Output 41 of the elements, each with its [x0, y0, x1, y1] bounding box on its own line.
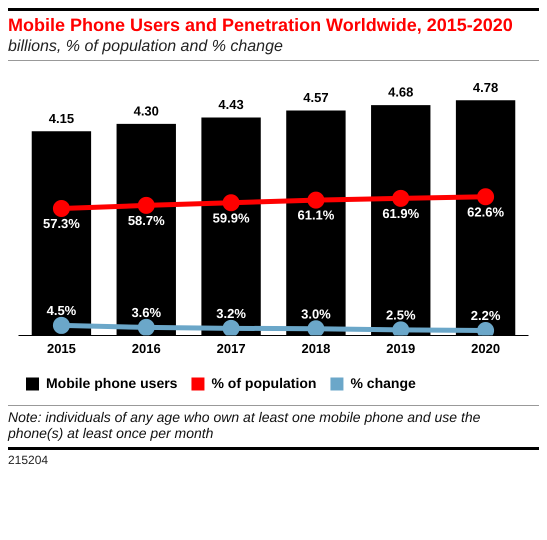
point	[392, 190, 410, 207]
x-tick-label: 2018	[301, 340, 330, 356]
point	[52, 200, 70, 218]
x-tick-label: 2020	[471, 340, 500, 356]
point	[52, 316, 70, 334]
legend-label: % change	[350, 374, 416, 391]
data-label: 61.9%	[382, 206, 420, 221]
data-label: 3.0%	[301, 306, 332, 322]
data-label: 57.3%	[42, 216, 80, 232]
chart-title: Mobile Phone Users and Penetration Worldwide, 2015-2020	[8, 15, 514, 36]
data-label: 3.6%	[131, 305, 162, 320]
data-label: 59.9%	[212, 210, 250, 226]
x-tick-label: 2015	[46, 340, 76, 356]
point	[222, 194, 240, 212]
text: Note: individuals of any age who own at least one mobile phone and use the phone(s) at least once per month	[8, 405, 539, 441]
data-label: 3.2%	[216, 306, 246, 321]
point	[222, 320, 240, 336]
point	[138, 196, 155, 214]
data-label: 4.68	[388, 84, 414, 100]
text: 215204	[8, 447, 539, 467]
data-label: 4.5%	[46, 303, 77, 318]
data-label: 2.2%	[470, 308, 501, 324]
point	[477, 188, 494, 206]
data-label: 2.5%	[386, 307, 416, 322]
x-tick-label: 2016	[132, 340, 161, 356]
data-label: 4.30	[134, 103, 159, 118]
data-label: 58.7%	[128, 212, 166, 228]
point	[307, 192, 324, 209]
data-label: 61.1%	[297, 208, 335, 223]
chart-subtitle: billions, % of population and % change	[8, 38, 539, 61]
data-label: 4.78	[472, 80, 498, 95]
data-label: 62.6%	[467, 204, 504, 220]
data-label: 4.43	[218, 97, 244, 112]
x-tick-label: 2019	[386, 340, 416, 356]
legend-label: % of population	[211, 374, 316, 391]
point	[138, 318, 155, 336]
x-tick-label: 2017	[216, 340, 246, 356]
data-label: 4.15	[48, 110, 74, 126]
legend-label: Mobile phone users	[46, 374, 178, 391]
point	[307, 320, 324, 336]
data-label: 4.57	[303, 90, 329, 106]
